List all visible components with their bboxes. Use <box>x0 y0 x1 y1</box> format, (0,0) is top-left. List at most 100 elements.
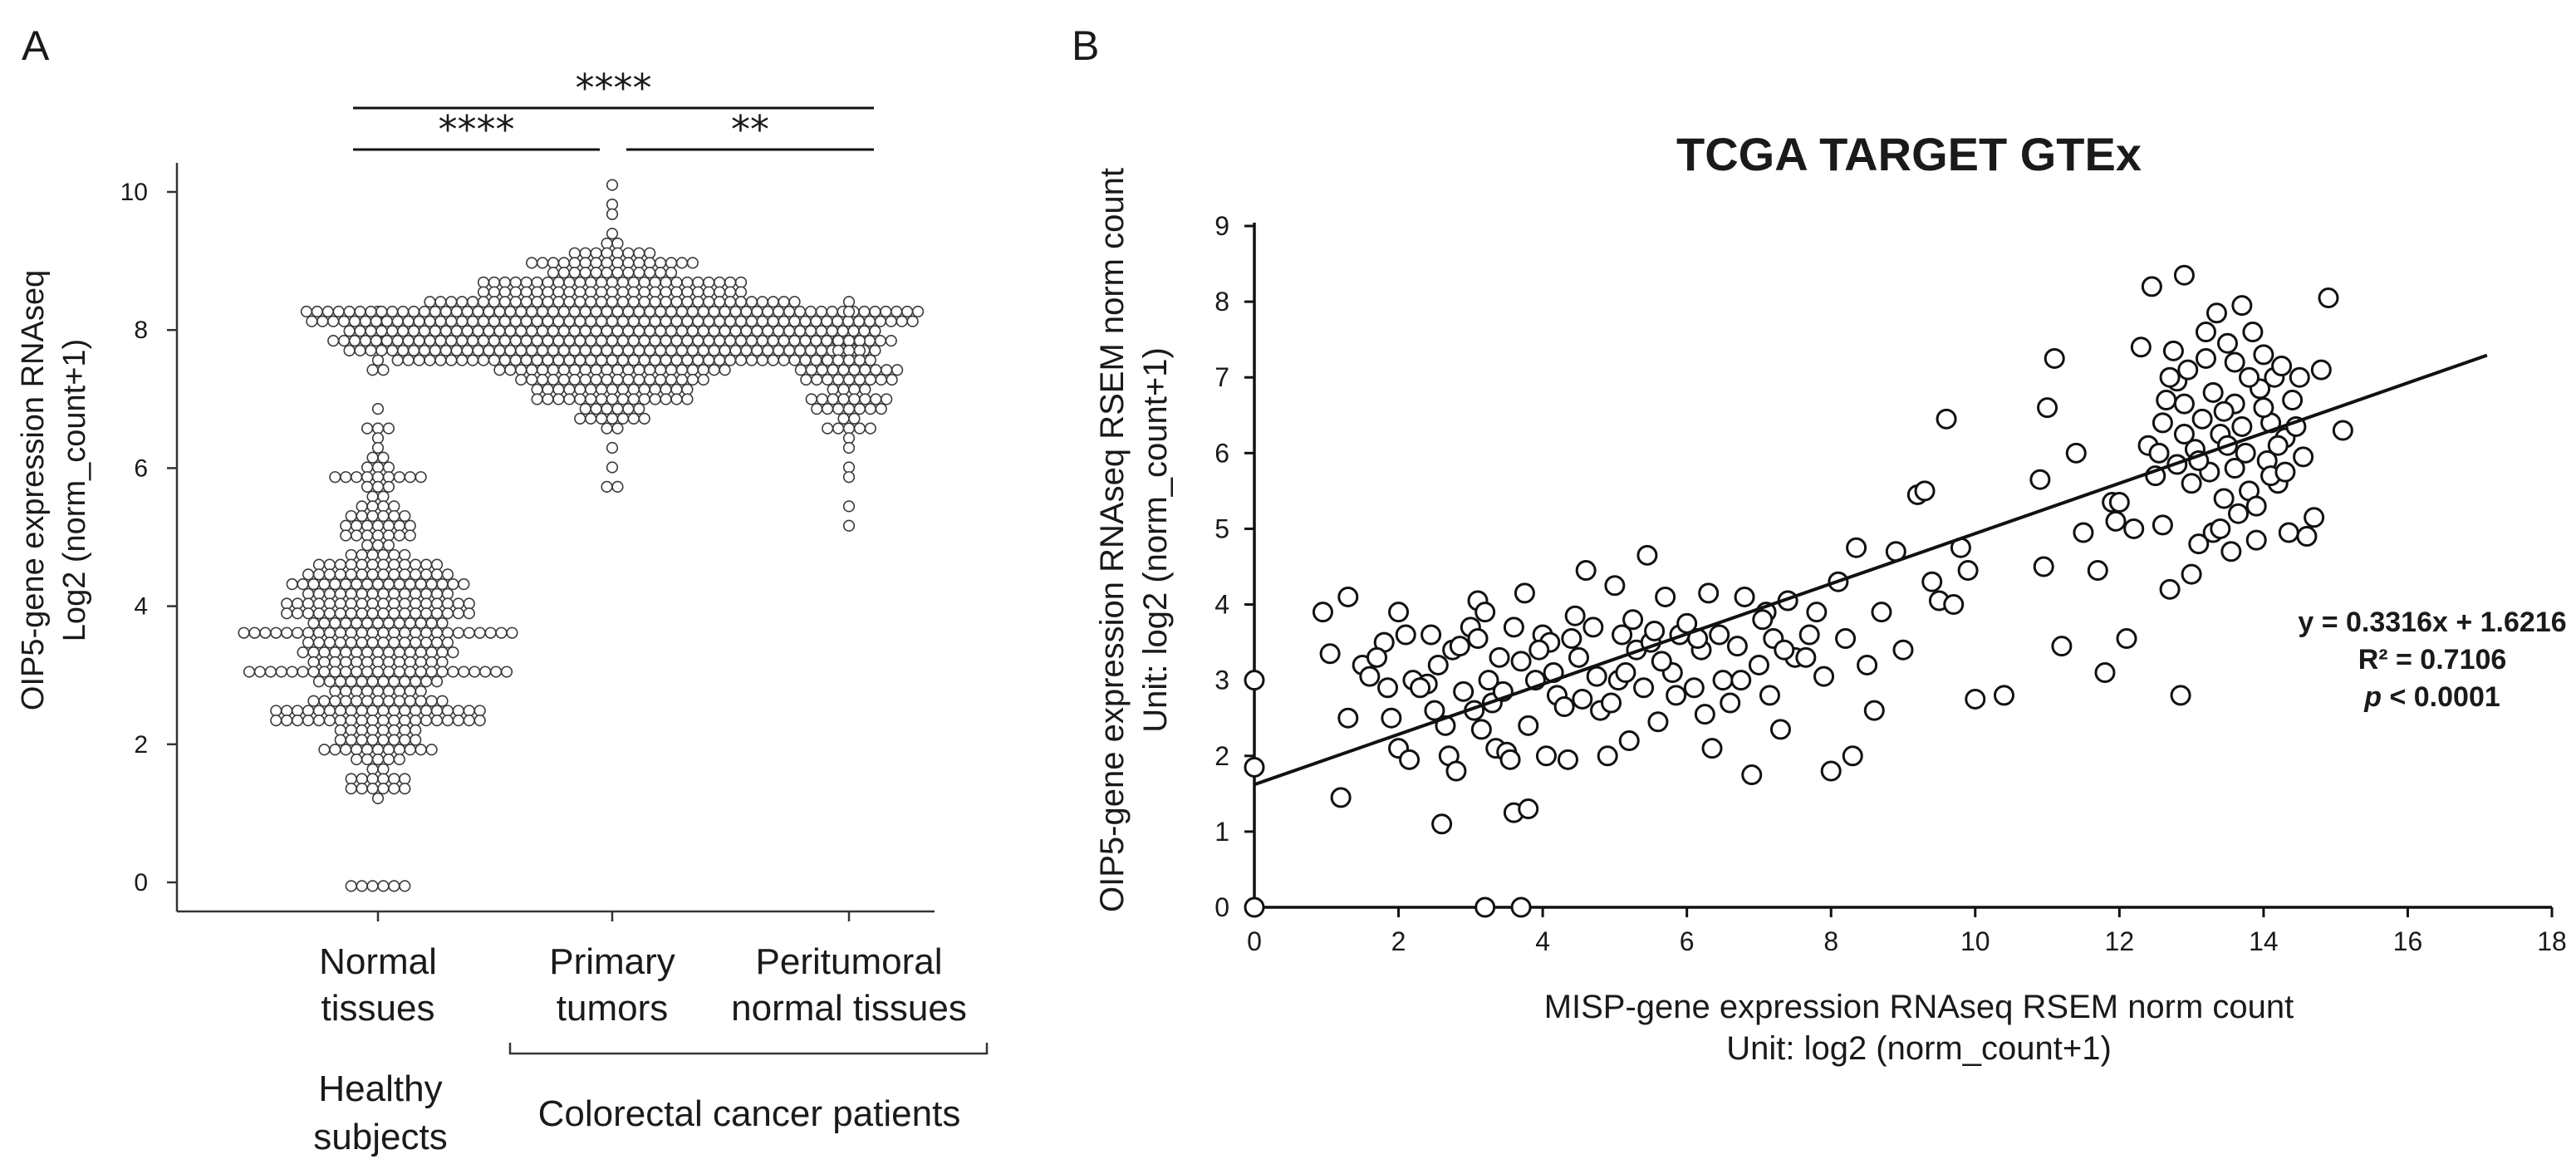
data-point <box>665 267 678 279</box>
data-point <box>399 783 411 795</box>
data-point <box>714 335 726 347</box>
data-point <box>869 305 881 318</box>
data-point <box>590 325 602 337</box>
data-point <box>380 335 393 347</box>
data-point <box>627 393 640 405</box>
data-point <box>848 364 861 376</box>
data-point <box>848 412 861 425</box>
data-point <box>382 695 395 707</box>
scatter-point <box>2065 442 2087 464</box>
data-point <box>345 880 357 892</box>
data-point <box>585 335 597 347</box>
data-point <box>447 666 459 678</box>
panel-b-ytick-label: 9 <box>1214 211 1229 241</box>
data-point <box>281 705 293 717</box>
data-point <box>853 373 866 386</box>
data-point <box>740 305 753 318</box>
data-point <box>815 305 827 318</box>
data-point <box>864 373 876 386</box>
data-point <box>531 383 543 395</box>
data-point <box>870 364 882 376</box>
data-point <box>686 364 699 376</box>
data-point <box>601 422 613 435</box>
data-point <box>563 335 576 347</box>
data-point <box>410 715 422 727</box>
data-point <box>660 393 672 405</box>
data-point <box>345 548 357 562</box>
data-point <box>627 354 640 366</box>
scatter-point <box>2191 408 2213 430</box>
data-point <box>316 315 329 327</box>
data-point <box>622 403 635 415</box>
data-point <box>531 315 543 327</box>
data-point <box>874 335 886 347</box>
data-point <box>393 656 405 668</box>
panel-b-xtick-label: 2 <box>1391 926 1406 956</box>
data-point <box>665 364 678 376</box>
data-point <box>649 286 661 298</box>
data-point <box>467 296 479 308</box>
data-point <box>498 276 511 288</box>
data-point <box>366 597 379 610</box>
data-point <box>420 607 433 620</box>
data-point <box>477 286 490 298</box>
data-point <box>311 305 323 318</box>
scatter-point <box>1798 624 1820 646</box>
data-point <box>452 715 464 727</box>
data-point <box>356 675 368 688</box>
data-point <box>842 432 856 445</box>
data-point <box>692 296 704 308</box>
data-point <box>382 480 395 494</box>
data-point <box>826 325 838 337</box>
scatter-point <box>2242 322 2264 343</box>
data-point <box>627 276 640 288</box>
data-point <box>827 383 839 395</box>
data-point <box>504 325 517 337</box>
data-point <box>371 441 385 454</box>
data-point <box>281 626 293 639</box>
data-point <box>393 529 405 542</box>
data-point <box>547 344 560 356</box>
data-point <box>371 422 385 435</box>
data-point <box>864 354 876 366</box>
data-point <box>811 373 823 386</box>
data-point <box>708 344 720 356</box>
data-point <box>638 286 650 298</box>
data-point <box>366 715 379 727</box>
data-point <box>404 744 416 756</box>
panel-b-xtick-label: 4 <box>1535 926 1550 956</box>
scatter-point <box>2105 510 2127 532</box>
scatter-point <box>1337 586 1359 607</box>
data-point <box>810 315 822 327</box>
data-point <box>574 276 586 288</box>
data-point <box>504 344 517 356</box>
data-point <box>436 577 449 591</box>
data-point <box>354 305 366 318</box>
data-point <box>708 325 720 337</box>
data-point <box>371 354 385 366</box>
data-point <box>338 315 351 327</box>
data-point <box>361 695 374 707</box>
category-label-primary-line2: tumors <box>557 988 668 1029</box>
data-point <box>388 783 400 795</box>
data-point <box>778 296 790 308</box>
scatter-point <box>1769 719 1791 740</box>
data-point <box>842 403 856 415</box>
data-point <box>842 354 856 366</box>
scatter-point <box>2181 473 2202 494</box>
scatter-point <box>2217 332 2238 354</box>
data-point <box>388 734 400 746</box>
scatter-point <box>2202 381 2224 403</box>
data-point <box>601 373 613 386</box>
data-point <box>885 315 897 327</box>
data-point <box>799 315 812 327</box>
data-point <box>371 403 385 415</box>
data-point <box>323 626 336 639</box>
scatter-point <box>1489 646 1510 668</box>
data-point <box>366 558 379 571</box>
data-point <box>881 393 893 405</box>
panel-b-ytick-label: 6 <box>1214 438 1229 468</box>
data-point <box>579 364 591 376</box>
data-point <box>509 286 522 298</box>
data-point <box>388 587 400 600</box>
